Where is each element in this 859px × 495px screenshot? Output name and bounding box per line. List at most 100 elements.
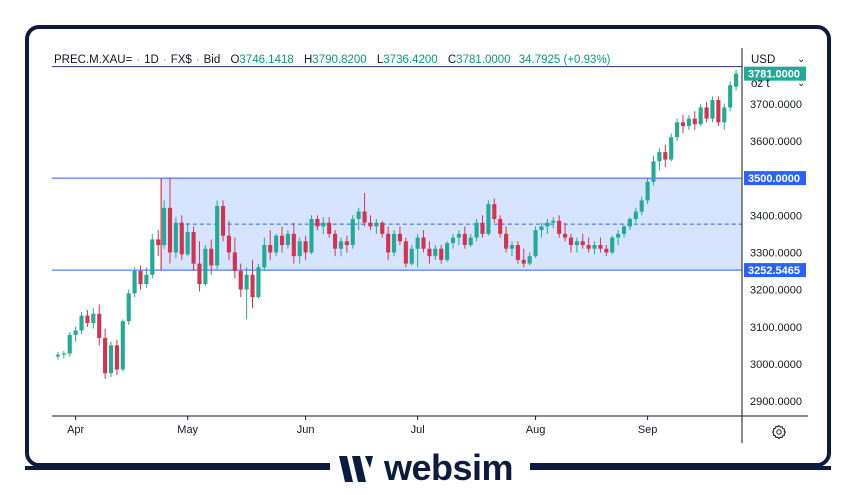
unit-label: oz t (751, 78, 770, 90)
candle-body (480, 222, 485, 234)
x-tick-label: Jun (297, 424, 315, 436)
candle-body (197, 263, 202, 285)
brand-name: websim (384, 447, 514, 488)
candle-body (279, 235, 285, 246)
candle-body (562, 233, 568, 238)
candle-body (409, 248, 414, 264)
candle-body (285, 233, 290, 246)
candle-body (445, 243, 450, 260)
candle-body (521, 259, 526, 264)
candle-body (515, 245, 520, 260)
candle-body (456, 233, 461, 238)
candle-body (545, 222, 550, 227)
candle-body (645, 181, 650, 201)
candle-body (250, 274, 255, 298)
change-value: 34.7925 (+0.93%) (518, 54, 611, 66)
candle-body (692, 118, 697, 125)
gear-icon[interactable] (771, 424, 787, 440)
candle-body (586, 245, 591, 249)
y-tick-label: 3100.0000 (750, 322, 802, 334)
candle-body (557, 220, 562, 234)
candle-body (403, 241, 408, 264)
candle-body (344, 241, 349, 246)
currency-label: USD (751, 54, 776, 66)
candle-body (716, 100, 721, 123)
candle-body (338, 241, 344, 249)
candle-body (533, 230, 538, 257)
candle-body (167, 207, 173, 253)
candle-body (551, 220, 556, 223)
candle-body (468, 237, 473, 246)
x-tick-label: Jul (411, 424, 425, 436)
candle-body (220, 205, 226, 236)
candle-body (309, 218, 314, 253)
low-label: L (376, 54, 384, 66)
candle-body (621, 226, 627, 234)
candle-body (498, 218, 503, 234)
close-label: C (447, 54, 457, 66)
candle-body (474, 222, 479, 238)
footer-rule-right (525, 466, 831, 470)
candle-body (421, 237, 426, 249)
candle-body (356, 211, 361, 219)
candle-body (67, 334, 72, 354)
open-label: O (230, 54, 240, 66)
symbol-header: PREC.M.XAU= · 1D · FX$ · Bid O3746.1418 H3790.… (54, 54, 611, 66)
candle-body (132, 271, 137, 294)
candle-body (179, 222, 184, 255)
candle-body (303, 241, 308, 253)
chevron-down-icon: ⌄ (797, 78, 806, 89)
candle-body (156, 239, 161, 246)
y-tick-label: 3300.0000 (750, 247, 802, 259)
candle-body (120, 321, 125, 370)
y-tick-label: 3000.0000 (750, 359, 802, 371)
candle-body (675, 122, 680, 138)
candle-body (415, 237, 420, 249)
candle-body (391, 233, 397, 253)
y-tick-label: 2900.0000 (750, 396, 802, 408)
candle-body (238, 271, 243, 290)
candle-body (680, 122, 686, 127)
candle-body (108, 345, 114, 374)
candle-body (397, 233, 403, 242)
candle-body (55, 354, 61, 357)
candlestick-chart[interactable]: 2900.0000 3000.0000 3100.0000 3200.0000 3300… (52, 48, 808, 443)
candle-body (427, 248, 432, 257)
candle-body (433, 248, 438, 257)
websim-logo-icon (339, 456, 373, 482)
low-value: 3736.4200 (383, 54, 438, 66)
candle-body (380, 222, 385, 234)
x-tick-label: May (177, 424, 198, 436)
y-tick-label: 3700.0000 (750, 99, 802, 111)
open-value: 3746.1418 (239, 54, 294, 66)
candle-body (321, 222, 326, 227)
interval[interactable]: 1D (144, 54, 159, 66)
candle-body (450, 237, 456, 244)
candle-body (162, 207, 167, 246)
candle-body (604, 248, 609, 253)
candle-body (61, 353, 66, 355)
candle-body (657, 152, 662, 162)
currency-selector[interactable]: USD ⌄ (751, 54, 805, 66)
candle-body (185, 232, 190, 255)
candle-body (704, 107, 709, 119)
candle-body (291, 233, 296, 257)
candle-body (297, 241, 302, 257)
candle-body (598, 245, 603, 249)
candle-body (616, 233, 621, 238)
candle-body (504, 233, 509, 249)
symbol-name[interactable]: PREC.M.XAU= (54, 54, 133, 66)
price-label-text: 3500.0000 (748, 173, 800, 185)
candle-body (203, 248, 208, 285)
candle-body (368, 222, 373, 227)
unit-selector[interactable]: oz t ⌄ (751, 78, 805, 90)
y-tick-label: 3600.0000 (750, 136, 802, 148)
candle-body (91, 313, 96, 324)
candle-body (610, 237, 615, 253)
candle-body (568, 237, 574, 246)
candle-body (73, 330, 78, 335)
candle-body (651, 161, 656, 182)
candle-body (126, 293, 131, 322)
high-label: H (303, 54, 313, 66)
candle-body (327, 222, 332, 234)
